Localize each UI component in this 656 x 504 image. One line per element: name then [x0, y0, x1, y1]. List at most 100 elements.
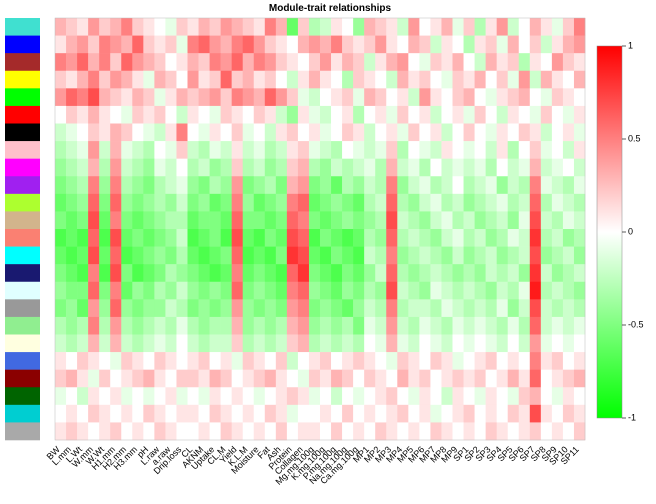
heatmap-cell	[253, 141, 266, 159]
heatmap-cell	[121, 176, 133, 195]
heatmap-cell	[408, 176, 420, 195]
heatmap-cell	[154, 334, 166, 353]
heatmap-cell	[88, 299, 100, 318]
heatmap-cell	[143, 299, 155, 318]
heatmap-cell	[264, 158, 277, 177]
heatmap-cell	[275, 70, 288, 89]
heatmap-cell	[364, 422, 376, 441]
heatmap-cell	[353, 404, 365, 423]
heatmap-cell	[463, 316, 475, 335]
module-color	[5, 35, 40, 54]
heatmap-cell	[408, 404, 420, 423]
heatmap-cell	[165, 193, 177, 212]
heatmap-cell	[540, 281, 553, 300]
heatmap-cell	[154, 35, 166, 54]
heatmap-cell	[165, 211, 177, 230]
heatmap-cell	[419, 404, 431, 423]
heatmap-cell	[386, 281, 398, 300]
heatmap-cell	[463, 176, 475, 195]
heatmap-cell	[419, 352, 431, 370]
heatmap-cell	[121, 387, 133, 406]
heatmap-cell	[452, 369, 464, 388]
heatmap-cell	[110, 88, 122, 107]
heatmap-cell	[66, 88, 78, 107]
heatmap-cell	[55, 316, 67, 335]
heatmap-cell	[507, 387, 520, 406]
heatmap-cell	[209, 105, 221, 124]
heatmap-cell	[88, 316, 100, 335]
heatmap-cell	[507, 352, 520, 370]
heatmap-cell	[55, 123, 67, 142]
heatmap-cell	[231, 387, 244, 406]
heatmap-cell	[320, 229, 332, 247]
heatmap-cell	[110, 422, 122, 441]
heatmap-cell	[154, 105, 166, 124]
heatmap-cell	[275, 404, 288, 423]
heatmap-cell	[297, 211, 310, 230]
heatmap-cell	[253, 158, 266, 177]
heatmap-cell	[430, 387, 442, 406]
heatmap-cell	[518, 387, 531, 406]
heatmap-cell	[375, 352, 387, 370]
heatmap-cell	[463, 193, 475, 212]
heatmap-cell	[275, 123, 288, 142]
heatmap-cell	[220, 316, 232, 335]
heatmap-cell	[375, 141, 387, 159]
heatmap-cell	[551, 211, 564, 230]
heatmap-cell	[253, 299, 266, 318]
heatmap-cell	[518, 105, 531, 124]
heatmap-cell	[66, 176, 78, 195]
heatmap-cell	[485, 70, 497, 89]
heatmap-cell	[242, 387, 255, 406]
heatmap-cell	[165, 404, 177, 423]
heatmap-cell	[264, 53, 277, 72]
heatmap-cell	[187, 158, 199, 177]
heatmap-cell	[529, 246, 542, 265]
heatmap-cell	[209, 369, 221, 388]
heatmap-cell	[419, 141, 431, 159]
heatmap-cell	[375, 369, 387, 388]
module-color	[5, 281, 40, 300]
heatmap-cell	[408, 88, 420, 107]
heatmap-cell	[176, 141, 188, 159]
heatmap-cell	[99, 334, 111, 353]
heatmap-cell	[308, 352, 321, 370]
heatmap-cell	[66, 35, 78, 54]
heatmap-cell	[463, 229, 475, 247]
heatmap-cell	[397, 123, 409, 142]
module-color	[5, 264, 40, 283]
heatmap-cell	[187, 141, 199, 159]
heatmap-cell	[452, 35, 464, 54]
heatmap-cell	[231, 35, 244, 54]
heatmap-cell	[264, 88, 277, 107]
heatmap-cell	[165, 35, 177, 54]
heatmap-cell	[286, 281, 299, 300]
heatmap-cell	[320, 141, 332, 159]
heatmap-cell	[364, 352, 376, 370]
heatmap-cell	[518, 123, 531, 142]
heatmap-cell	[132, 316, 144, 335]
heatmap-cell	[331, 404, 343, 423]
heatmap-cell	[452, 246, 464, 265]
heatmap-cell	[286, 264, 299, 283]
heatmap-cell	[463, 211, 475, 230]
heatmap-cell	[176, 105, 188, 124]
heatmap-cell	[165, 299, 177, 318]
heatmap-cell	[110, 105, 122, 124]
heatmap-cell	[496, 352, 509, 370]
heatmap-cell	[551, 334, 564, 353]
heatmap-cell	[397, 229, 409, 247]
heatmap-cell	[220, 158, 232, 177]
heatmap-cell	[540, 193, 553, 212]
heatmap-cell	[198, 299, 210, 318]
module-color	[5, 123, 40, 142]
heatmap-cell	[375, 88, 387, 107]
heatmap-cell	[364, 123, 376, 142]
heatmap-cell	[286, 404, 299, 423]
heatmap-cell	[165, 53, 177, 72]
heatmap-cell	[154, 264, 166, 283]
heatmap-cell	[66, 352, 78, 370]
heatmap-cell	[88, 334, 100, 353]
heatmap-cell	[353, 18, 365, 36]
heatmap-cell	[540, 422, 553, 441]
